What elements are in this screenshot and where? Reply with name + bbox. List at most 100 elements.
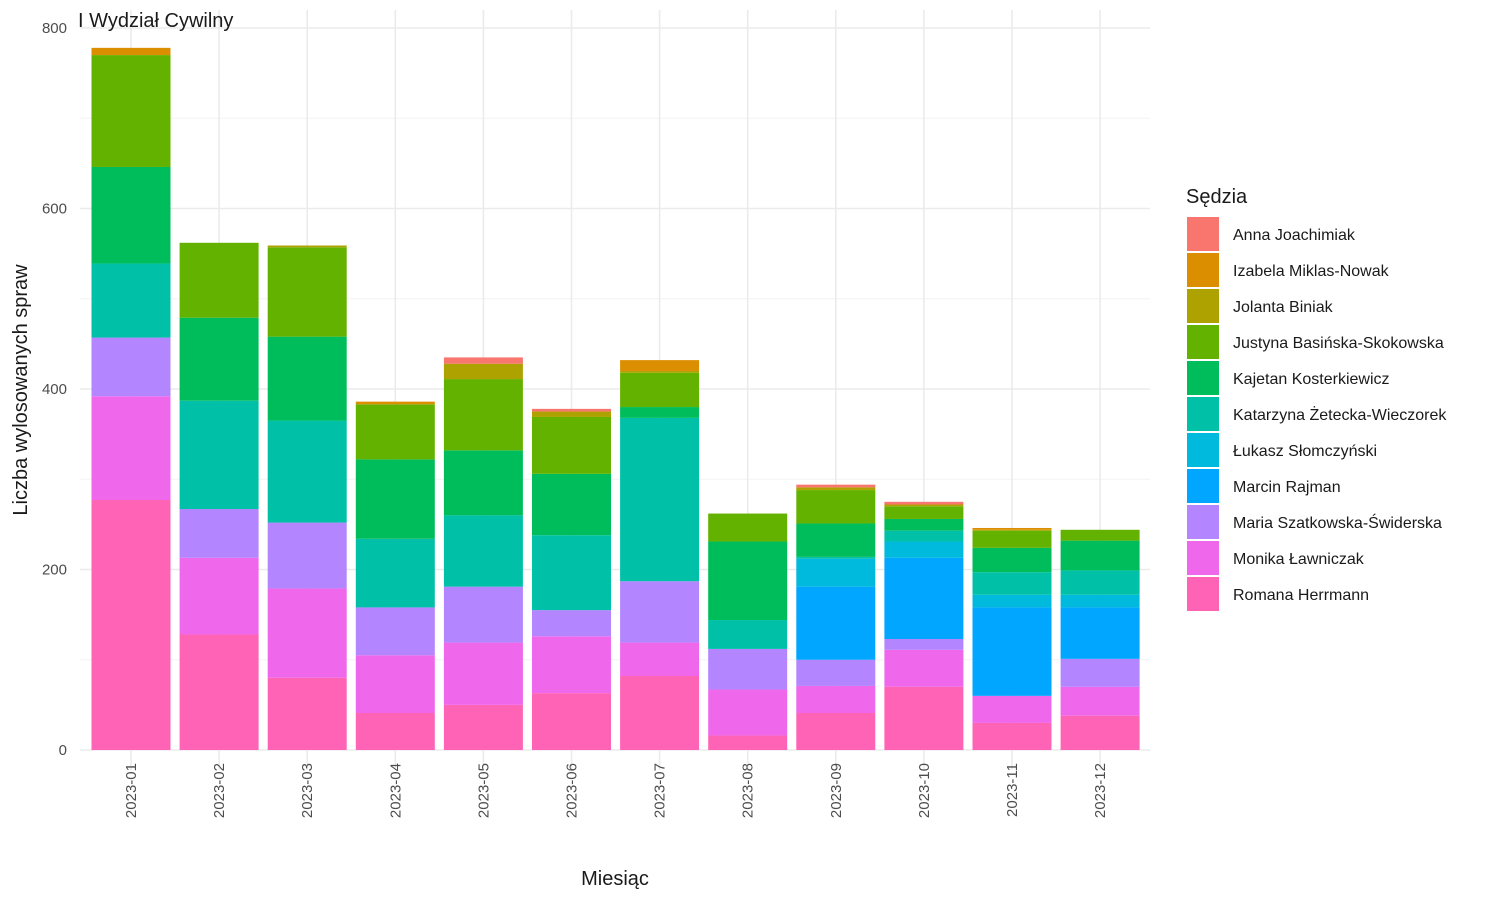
bar-segment <box>796 484 876 488</box>
bar-segment <box>708 541 788 621</box>
bar-segment <box>1060 658 1140 687</box>
y-tick-label: 600 <box>42 201 67 218</box>
x-tick-label: 2023-11 <box>1004 763 1021 817</box>
bar-segment <box>884 504 964 507</box>
bar-segment <box>179 317 259 401</box>
bar-segment <box>972 695 1052 723</box>
bar-segment <box>267 677 347 750</box>
bar-segment <box>796 490 876 524</box>
legend-swatch <box>1187 469 1219 503</box>
bar-segment <box>179 557 259 635</box>
bar-segment <box>179 634 259 750</box>
bar-segment <box>91 263 171 338</box>
legend-swatch <box>1187 397 1219 431</box>
bar-segment <box>620 372 700 408</box>
bar-segment <box>532 411 611 417</box>
bar-segment <box>620 407 700 418</box>
bar-segment <box>972 529 1052 531</box>
bar-segment <box>91 55 171 167</box>
bar-segment <box>443 586 523 643</box>
bar-segment <box>884 541 964 558</box>
bar-segment <box>972 594 1052 608</box>
bar-segment <box>708 689 788 736</box>
legend-label: Marcin Rajman <box>1233 479 1341 496</box>
bar-segment <box>796 523 876 557</box>
bar-segment <box>267 245 347 248</box>
bar-segment <box>972 530 1052 548</box>
legend-swatch <box>1187 505 1219 539</box>
bar-segment <box>884 557 964 639</box>
bar-segment <box>179 509 259 558</box>
bar-segment <box>267 247 347 337</box>
bar-segment <box>972 547 1052 573</box>
bar-segment <box>620 370 700 373</box>
y-axis-title: Liczba wylosowanych spraw <box>10 264 32 516</box>
bar-segment <box>1060 594 1140 608</box>
y-tick-label: 0 <box>59 742 67 759</box>
legend-label: Jolanta Biniak <box>1233 299 1334 316</box>
legend-label: Łukasz Słomczyński <box>1233 443 1377 460</box>
bar-segment <box>620 642 700 676</box>
x-tick-label: 2023-04 <box>387 763 404 818</box>
bar-segment <box>884 501 964 505</box>
bar-segment <box>796 712 876 750</box>
bar-segment <box>179 400 259 510</box>
bar-segment <box>355 538 435 608</box>
bar-segment <box>884 649 964 687</box>
x-tick-label: 2023-06 <box>564 763 581 818</box>
bar-segment <box>443 379 523 451</box>
bar-segment <box>796 558 876 587</box>
bar-segment <box>355 404 435 460</box>
bar-segment <box>532 610 611 637</box>
x-tick-label: 2023-09 <box>828 763 845 818</box>
bar-segment <box>1060 570 1140 595</box>
bar-segment <box>532 693 611 750</box>
bar-segment <box>884 506 964 519</box>
bar-segment <box>620 360 700 371</box>
bar-segment <box>532 535 611 611</box>
bar-segment <box>267 420 347 523</box>
bar-segment <box>972 607 1052 696</box>
bar-segment <box>91 337 171 397</box>
x-axis-title: Miesiąc <box>581 868 649 890</box>
legend: Sędzia Anna Joachimiak Izabela Miklas-Now… <box>1186 186 1447 611</box>
bar-segment <box>620 417 700 582</box>
legend-label: Katarzyna Żetecka-Wieczorek <box>1233 405 1447 424</box>
x-axis-ticks: 2023-01 2023-02 2023-03 2023-04 2023-05 2023-… <box>123 763 1109 818</box>
bar-segment <box>972 527 1052 530</box>
bar-segment <box>267 336 347 421</box>
bar-segment <box>796 586 876 660</box>
legend-swatch <box>1187 217 1219 251</box>
chart-title: I Wydział Cywilny <box>78 10 233 32</box>
x-tick-label: 2023-03 <box>299 763 316 818</box>
x-tick-label: 2023-01 <box>123 763 140 818</box>
x-tick-label: 2023-08 <box>740 763 757 818</box>
legend-label: Anna Joachimiak <box>1233 227 1356 244</box>
legend-swatch <box>1187 253 1219 287</box>
legend-label: Maria Szatkowska-Świderska <box>1233 513 1442 532</box>
bar-segment <box>884 530 964 542</box>
bar-segment <box>532 416 611 474</box>
bar-segment <box>708 735 788 750</box>
x-tick-label: 2023-05 <box>475 763 492 818</box>
legend-swatch <box>1187 577 1219 611</box>
legend-swatch <box>1187 541 1219 575</box>
legend-label: Monika Ławniczak <box>1233 551 1365 568</box>
bar-segment <box>972 572 1052 595</box>
bar-segment <box>91 166 171 264</box>
bar-segment <box>355 401 435 405</box>
bar-segment <box>884 686 964 750</box>
legend-swatch <box>1187 433 1219 467</box>
bar-segment <box>443 357 523 364</box>
bar-segment <box>796 487 876 491</box>
bar-segment <box>620 675 700 750</box>
bar-segment <box>443 450 523 516</box>
legend-title: Sędzia <box>1186 186 1248 208</box>
bar-segment <box>708 648 788 690</box>
legend-label: Justyna Basińska-Skokowska <box>1233 335 1444 352</box>
bar-segment <box>355 607 435 656</box>
bar-segment <box>532 408 611 412</box>
x-tick-label: 2023-10 <box>916 763 933 818</box>
bar-segment <box>1060 715 1140 750</box>
bar-segment <box>532 636 611 694</box>
